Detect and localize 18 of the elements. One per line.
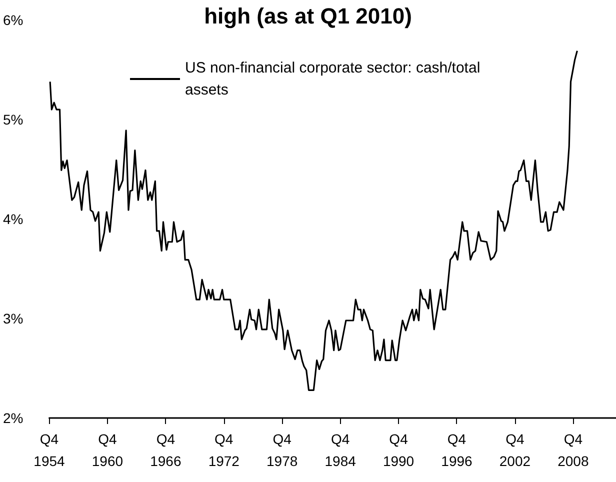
x-tick-label: Q4 1984 bbox=[324, 431, 356, 469]
chart-title: high (as at Q1 2010) bbox=[204, 4, 412, 28]
x-tick-label: Q4 2002 bbox=[499, 431, 531, 469]
y-tick-label: 4% bbox=[3, 211, 24, 227]
x-tick-label: Q4 2008 bbox=[558, 431, 589, 469]
y-tick-label: 2% bbox=[3, 410, 24, 426]
x-tick-label: Q4 1990 bbox=[382, 431, 414, 469]
legend-label: US non-financial corporate sector: cash/total assets bbox=[185, 60, 484, 98]
y-tick-label: 3% bbox=[3, 310, 24, 326]
x-tick-label: Q4 1966 bbox=[150, 431, 182, 469]
y-tick-label: 5% bbox=[3, 112, 24, 128]
line-series bbox=[49, 50, 578, 391]
y-tick-label: 6% bbox=[3, 12, 24, 28]
x-tick-label: Q4 1978 bbox=[266, 431, 298, 469]
x-tick-label: Q4 1972 bbox=[208, 431, 240, 469]
x-tick-label: Q4 1996 bbox=[441, 431, 473, 469]
x-tick-label: Q4 1960 bbox=[92, 431, 124, 469]
x-tick-label: Q4 1954 bbox=[34, 431, 66, 469]
